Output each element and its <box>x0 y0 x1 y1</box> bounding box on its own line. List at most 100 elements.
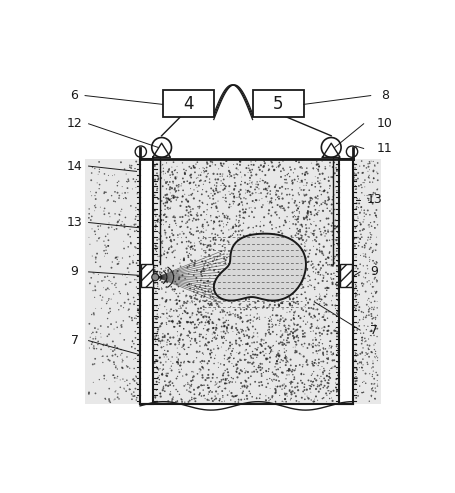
Point <box>288 232 295 240</box>
Point <box>184 177 191 185</box>
Point <box>255 291 263 299</box>
Point <box>160 310 167 318</box>
Point <box>225 354 232 362</box>
Point <box>320 351 327 359</box>
Point <box>106 277 113 284</box>
Point <box>211 296 218 304</box>
Point <box>246 359 253 367</box>
Point <box>186 333 193 341</box>
Point <box>224 172 231 180</box>
Point <box>105 295 112 303</box>
Point <box>162 218 170 226</box>
Point <box>281 345 288 353</box>
Text: 7: 7 <box>71 334 79 347</box>
Point <box>319 351 327 359</box>
Point <box>325 254 332 262</box>
Point <box>282 323 289 331</box>
Point <box>317 258 324 266</box>
Point <box>213 324 220 332</box>
Point <box>257 218 264 226</box>
Point <box>310 230 318 238</box>
Point <box>237 356 244 364</box>
Point <box>268 194 275 202</box>
Point <box>368 327 375 335</box>
Point <box>354 169 362 177</box>
Point <box>260 368 267 376</box>
Point <box>299 306 307 314</box>
Point <box>190 186 197 194</box>
Point <box>220 223 227 231</box>
Point <box>298 394 305 402</box>
Point <box>318 157 326 165</box>
Point <box>326 342 333 350</box>
Point <box>252 345 259 352</box>
Point <box>207 213 214 221</box>
Point <box>114 260 121 268</box>
Point <box>354 265 361 273</box>
Point <box>274 193 281 201</box>
Point <box>313 198 320 206</box>
Point <box>367 198 374 206</box>
Point <box>167 268 175 276</box>
Point <box>166 185 173 193</box>
Point <box>334 262 341 270</box>
Point <box>328 387 335 395</box>
Point <box>374 185 381 193</box>
Point <box>273 376 280 384</box>
Point <box>333 384 340 392</box>
Point <box>265 245 273 252</box>
Point <box>268 265 275 273</box>
Point <box>123 177 130 185</box>
Point <box>321 301 328 309</box>
Point <box>116 384 124 391</box>
Point <box>252 378 259 386</box>
Point <box>202 318 209 326</box>
Point <box>215 316 222 323</box>
Point <box>151 359 158 367</box>
Point <box>179 192 187 200</box>
Point <box>291 373 298 381</box>
Point <box>103 300 110 308</box>
Point <box>286 379 293 387</box>
Point <box>270 370 277 378</box>
Point <box>152 225 159 233</box>
Point <box>112 280 120 287</box>
Point <box>163 320 170 328</box>
Point <box>212 387 220 395</box>
Point <box>269 368 276 376</box>
Point <box>267 348 274 355</box>
Point <box>286 300 293 308</box>
Point <box>230 190 237 198</box>
Point <box>136 291 143 299</box>
Point <box>303 264 310 272</box>
Point <box>153 186 161 194</box>
Point <box>279 165 287 173</box>
Point <box>161 226 168 234</box>
Point <box>101 205 108 212</box>
Polygon shape <box>214 234 306 301</box>
Point <box>224 368 232 376</box>
Point <box>178 398 186 406</box>
Point <box>245 334 253 342</box>
Point <box>204 300 212 308</box>
Point <box>216 221 223 229</box>
Point <box>106 305 114 313</box>
Point <box>175 355 182 363</box>
Point <box>184 357 192 365</box>
Point <box>326 182 334 190</box>
Point <box>188 335 195 343</box>
Point <box>271 166 278 174</box>
Point <box>203 296 210 304</box>
Point <box>226 309 233 317</box>
Point <box>316 339 323 347</box>
Point <box>206 178 213 186</box>
Point <box>165 266 172 274</box>
Point <box>290 252 297 260</box>
Point <box>261 159 268 167</box>
Point <box>92 253 100 261</box>
Point <box>353 253 360 261</box>
Point <box>304 361 311 369</box>
Point <box>353 176 360 184</box>
Point <box>304 394 312 402</box>
Point <box>211 285 218 293</box>
